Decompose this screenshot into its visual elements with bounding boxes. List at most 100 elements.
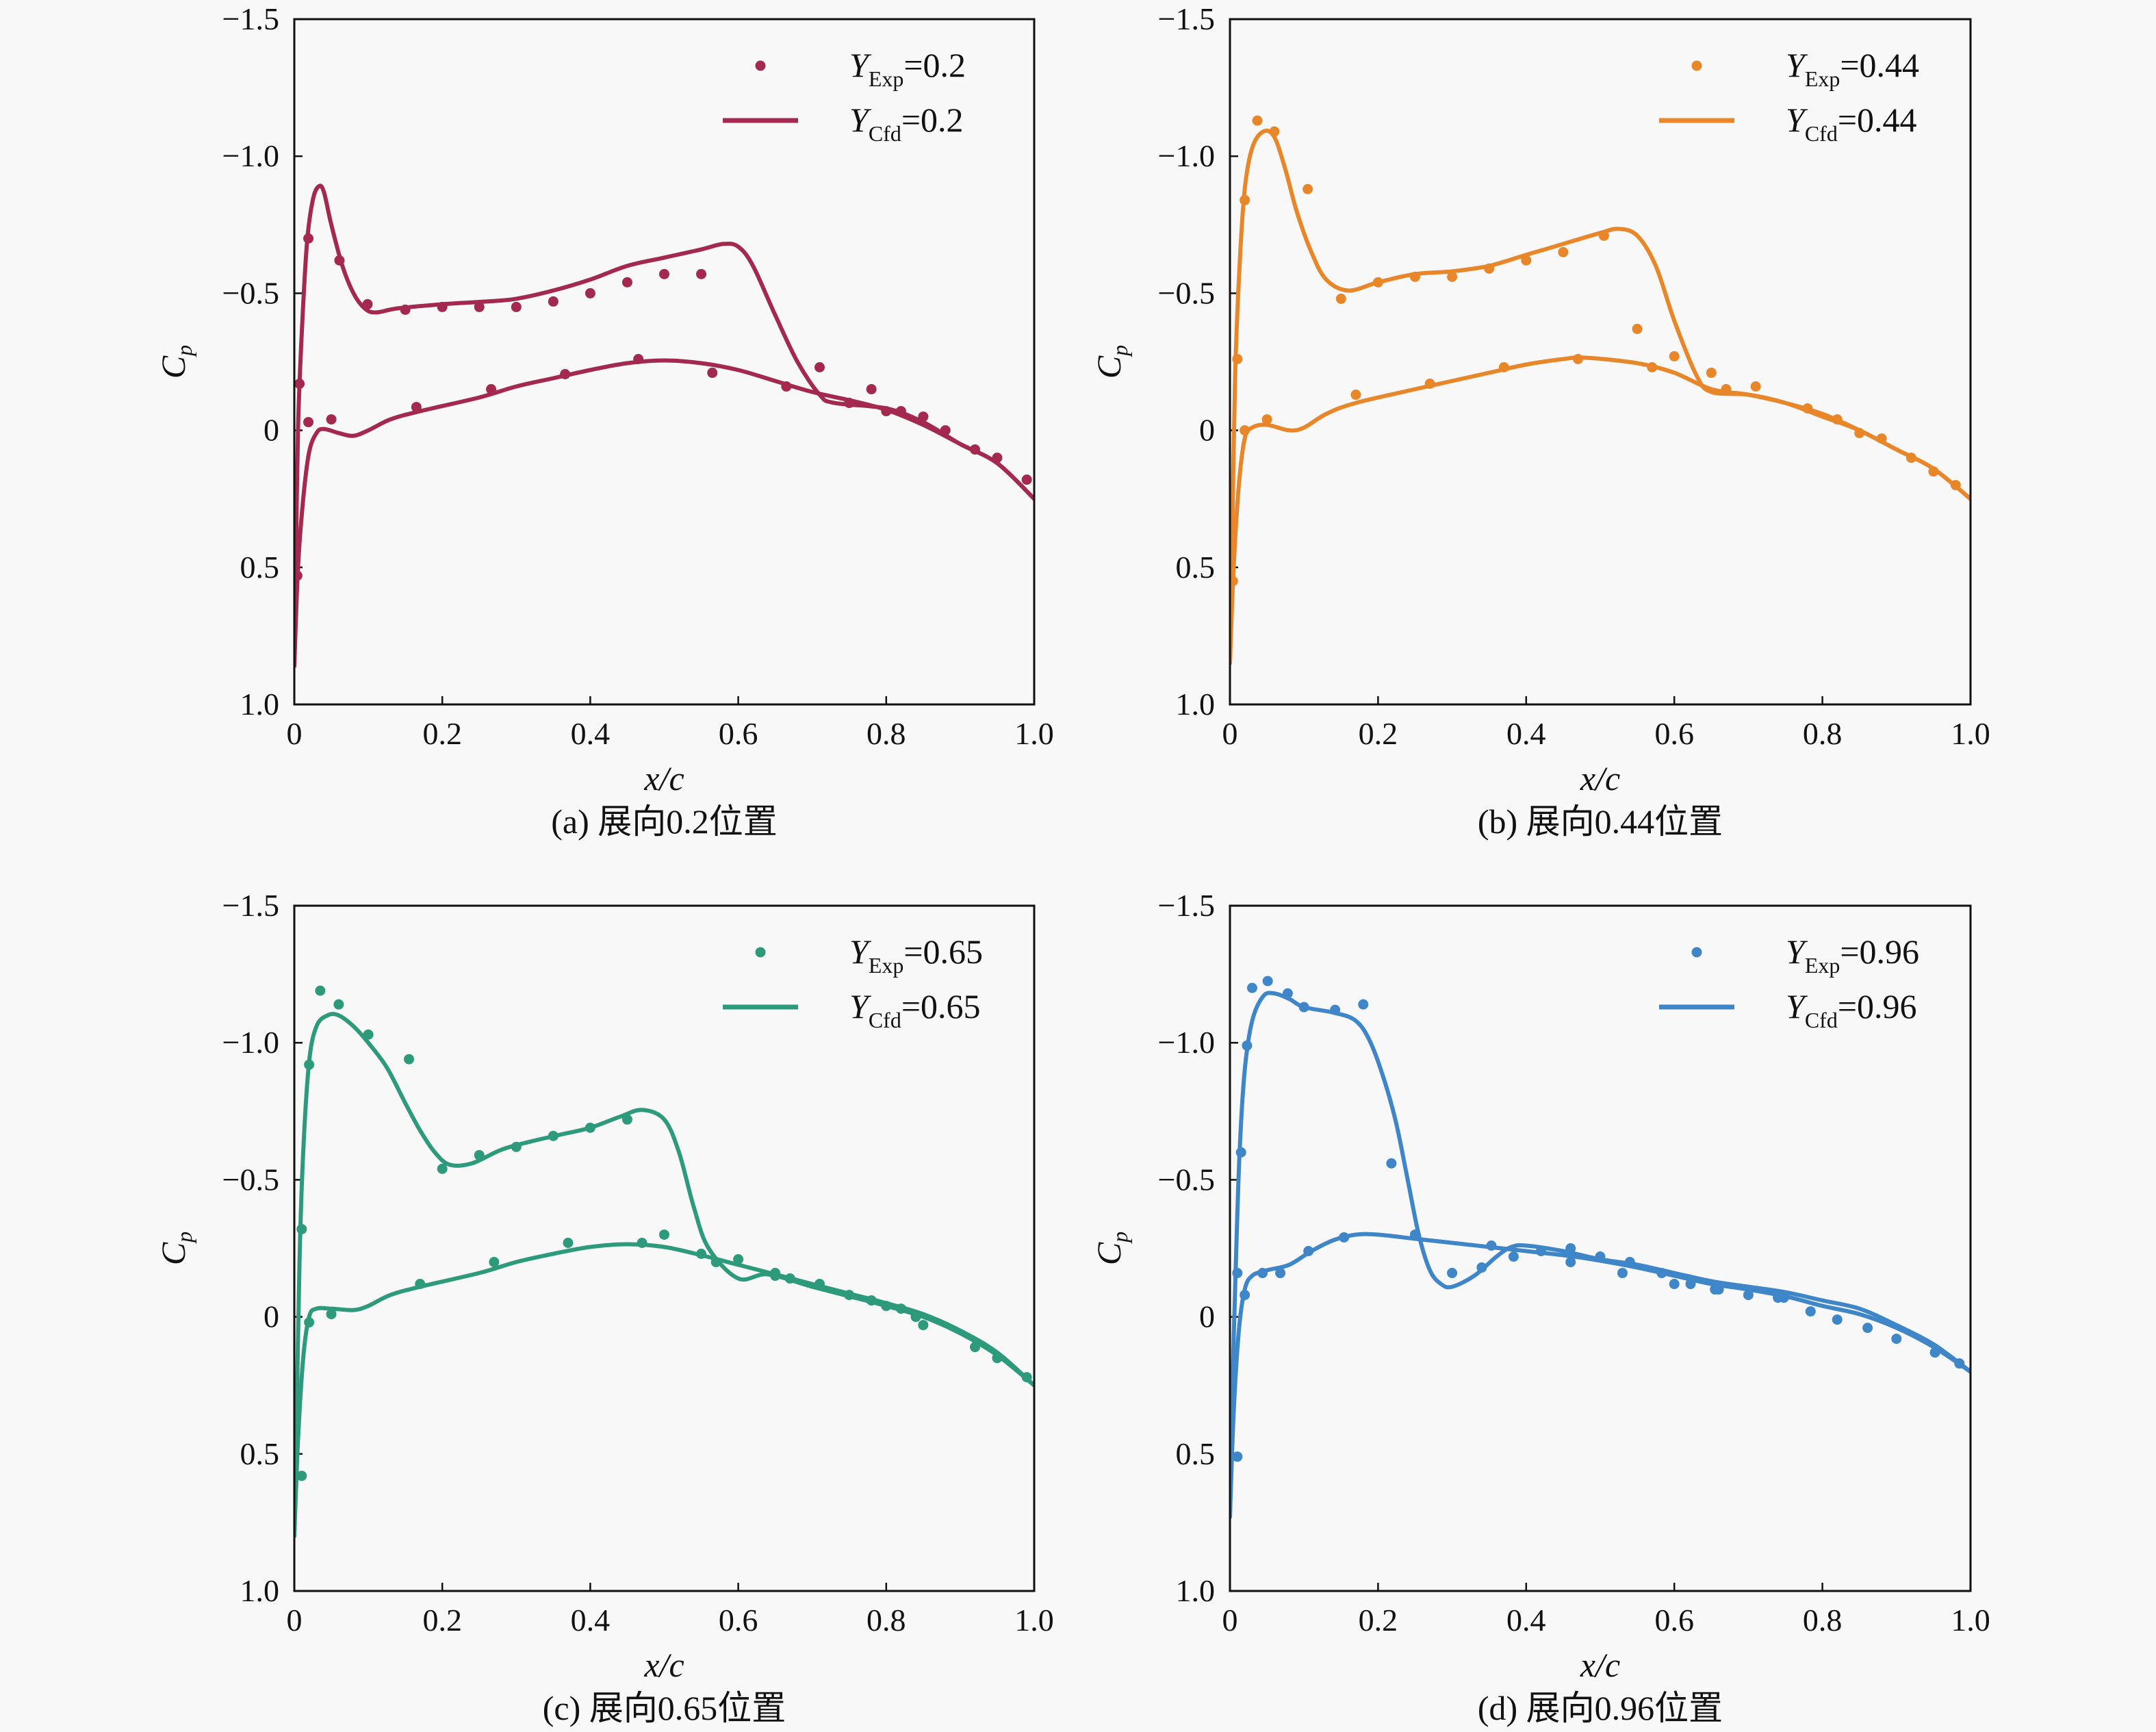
x-tick-label: 0 [1222,716,1238,751]
legend-exp-marker [1691,60,1702,71]
exp-point [415,1279,426,1290]
exp-point [992,1353,1003,1364]
panel-caption: (c) 展向0.65位置 [543,1689,786,1727]
x-tick-label: 0.2 [422,1603,462,1638]
exp-point [1862,1323,1873,1334]
y-tick-label: 0 [264,1299,279,1334]
cfd-line [294,183,1034,668]
exp-point [585,1122,595,1133]
y-axis-label-main: C [1090,355,1128,379]
exp-point [895,1303,906,1314]
exp-point [770,1271,781,1282]
x-tick-label: 0.2 [1359,1603,1398,1638]
exp-point [1876,433,1887,444]
exp-point [659,1229,669,1240]
legend-exp-label: YExp=0.96 [1786,932,1919,978]
exp-point [633,353,644,364]
exp-point [814,362,825,373]
exp-point [1240,194,1250,205]
y-axis-label-main: C [154,1242,192,1265]
axes-frame [1229,904,1972,1592]
exp-point [970,444,981,455]
legend-subscript: Exp [869,953,904,978]
y-tick-label: −0.5 [1158,275,1215,310]
legend-exp-marker [1691,947,1702,958]
exp-point [548,1130,559,1141]
exp-point [296,1223,307,1234]
panel-a: 0 0.2 0.4 0.6 0.8 1.0−1.5−1.0−0.500.51.0YExp=… [154,1,1054,841]
legend-subscript: Exp [869,66,904,91]
cfd-line [1230,1232,1971,1519]
exp-point [659,268,669,279]
y-axis-label-sub: p [1107,1232,1132,1244]
legend-exp-marker [755,947,766,958]
panel-b: 0 0.2 0.4 0.6 0.8 1.0−1.5−1.0−0.500.51.0YExp=… [1090,1,1990,841]
x-tick-label: 1.0 [1014,1603,1054,1638]
legend-symbol: Y [849,932,872,971]
panel-d: 0 0.2 0.4 0.6 0.8 1.0−1.5−1.0−0.500.51.0YExp=… [1090,888,1990,1727]
exp-point [1447,1268,1458,1279]
legend-exp-marker [755,60,766,71]
y-tick-label: 1.0 [240,687,280,722]
exp-point [1021,1372,1032,1383]
exp-point [363,1029,374,1040]
x-axis-label: x/c [1580,759,1620,798]
exp-point [696,268,707,279]
panel-caption: (b) 展向0.44位置 [1478,802,1723,841]
exp-point [1257,1268,1268,1279]
exp-point [1269,126,1280,137]
y-axis-label-main: C [1090,1242,1128,1265]
exp-point [844,1290,855,1301]
legend-value: =0.96 [1838,987,1917,1026]
y-axis-label-main: C [154,355,192,379]
data-layer [294,985,1034,1538]
exp-point [1854,428,1865,439]
x-tick-label: 0 [287,716,303,751]
legend-cfd-label: YCfd=0.96 [1786,987,1917,1032]
y-tick-label: −1.0 [222,138,279,173]
exp-point [1424,379,1435,390]
exp-point [585,288,595,298]
data-layer [1230,976,1971,1519]
exp-point [1252,115,1263,126]
exp-point [511,1141,522,1152]
y-tick-label: −1.0 [222,1025,279,1060]
exp-point [1372,277,1383,288]
exp-point [1802,403,1813,414]
y-tick-label: −1.5 [1158,1,1215,36]
legend-symbol: Y [1786,932,1808,971]
exp-point [696,1249,707,1260]
exp-point [1262,976,1273,986]
x-tick-label: 0.6 [1654,716,1694,751]
legend-subscript: Cfd [1805,1008,1838,1032]
exp-point [1486,1240,1497,1251]
x-axis-label: x/c [643,759,684,798]
exp-point [1386,1158,1397,1169]
exp-point [1302,183,1313,194]
y-tick-label: −1.0 [1158,1025,1215,1060]
exp-point [294,379,305,390]
exp-point [1573,353,1584,364]
exp-point [1235,1147,1246,1158]
y-axis-label: Cp [154,1232,196,1265]
legend-subscript: Cfd [1805,121,1838,146]
exp-point [621,277,632,288]
exp-point [1706,368,1717,379]
x-tick-label: 0.2 [422,716,462,751]
exp-point [437,301,448,312]
y-tick-label: 1.0 [1176,687,1216,722]
y-tick-label: −0.5 [222,275,279,310]
y-tick-label: 0 [264,413,279,448]
exp-point [1484,263,1495,274]
plot-area [1230,19,1971,704]
x-tick-label: 0.8 [1803,1603,1843,1638]
cfd-line [1230,991,1971,1519]
panel-caption: (d) 展向0.96位置 [1478,1689,1723,1727]
legend-symbol: Y [1786,46,1808,84]
data-layer [294,183,1034,668]
exp-point [784,1273,795,1284]
exp-point [411,402,422,413]
legend-value: =0.65 [903,932,983,971]
axes-frame [293,904,1036,1592]
